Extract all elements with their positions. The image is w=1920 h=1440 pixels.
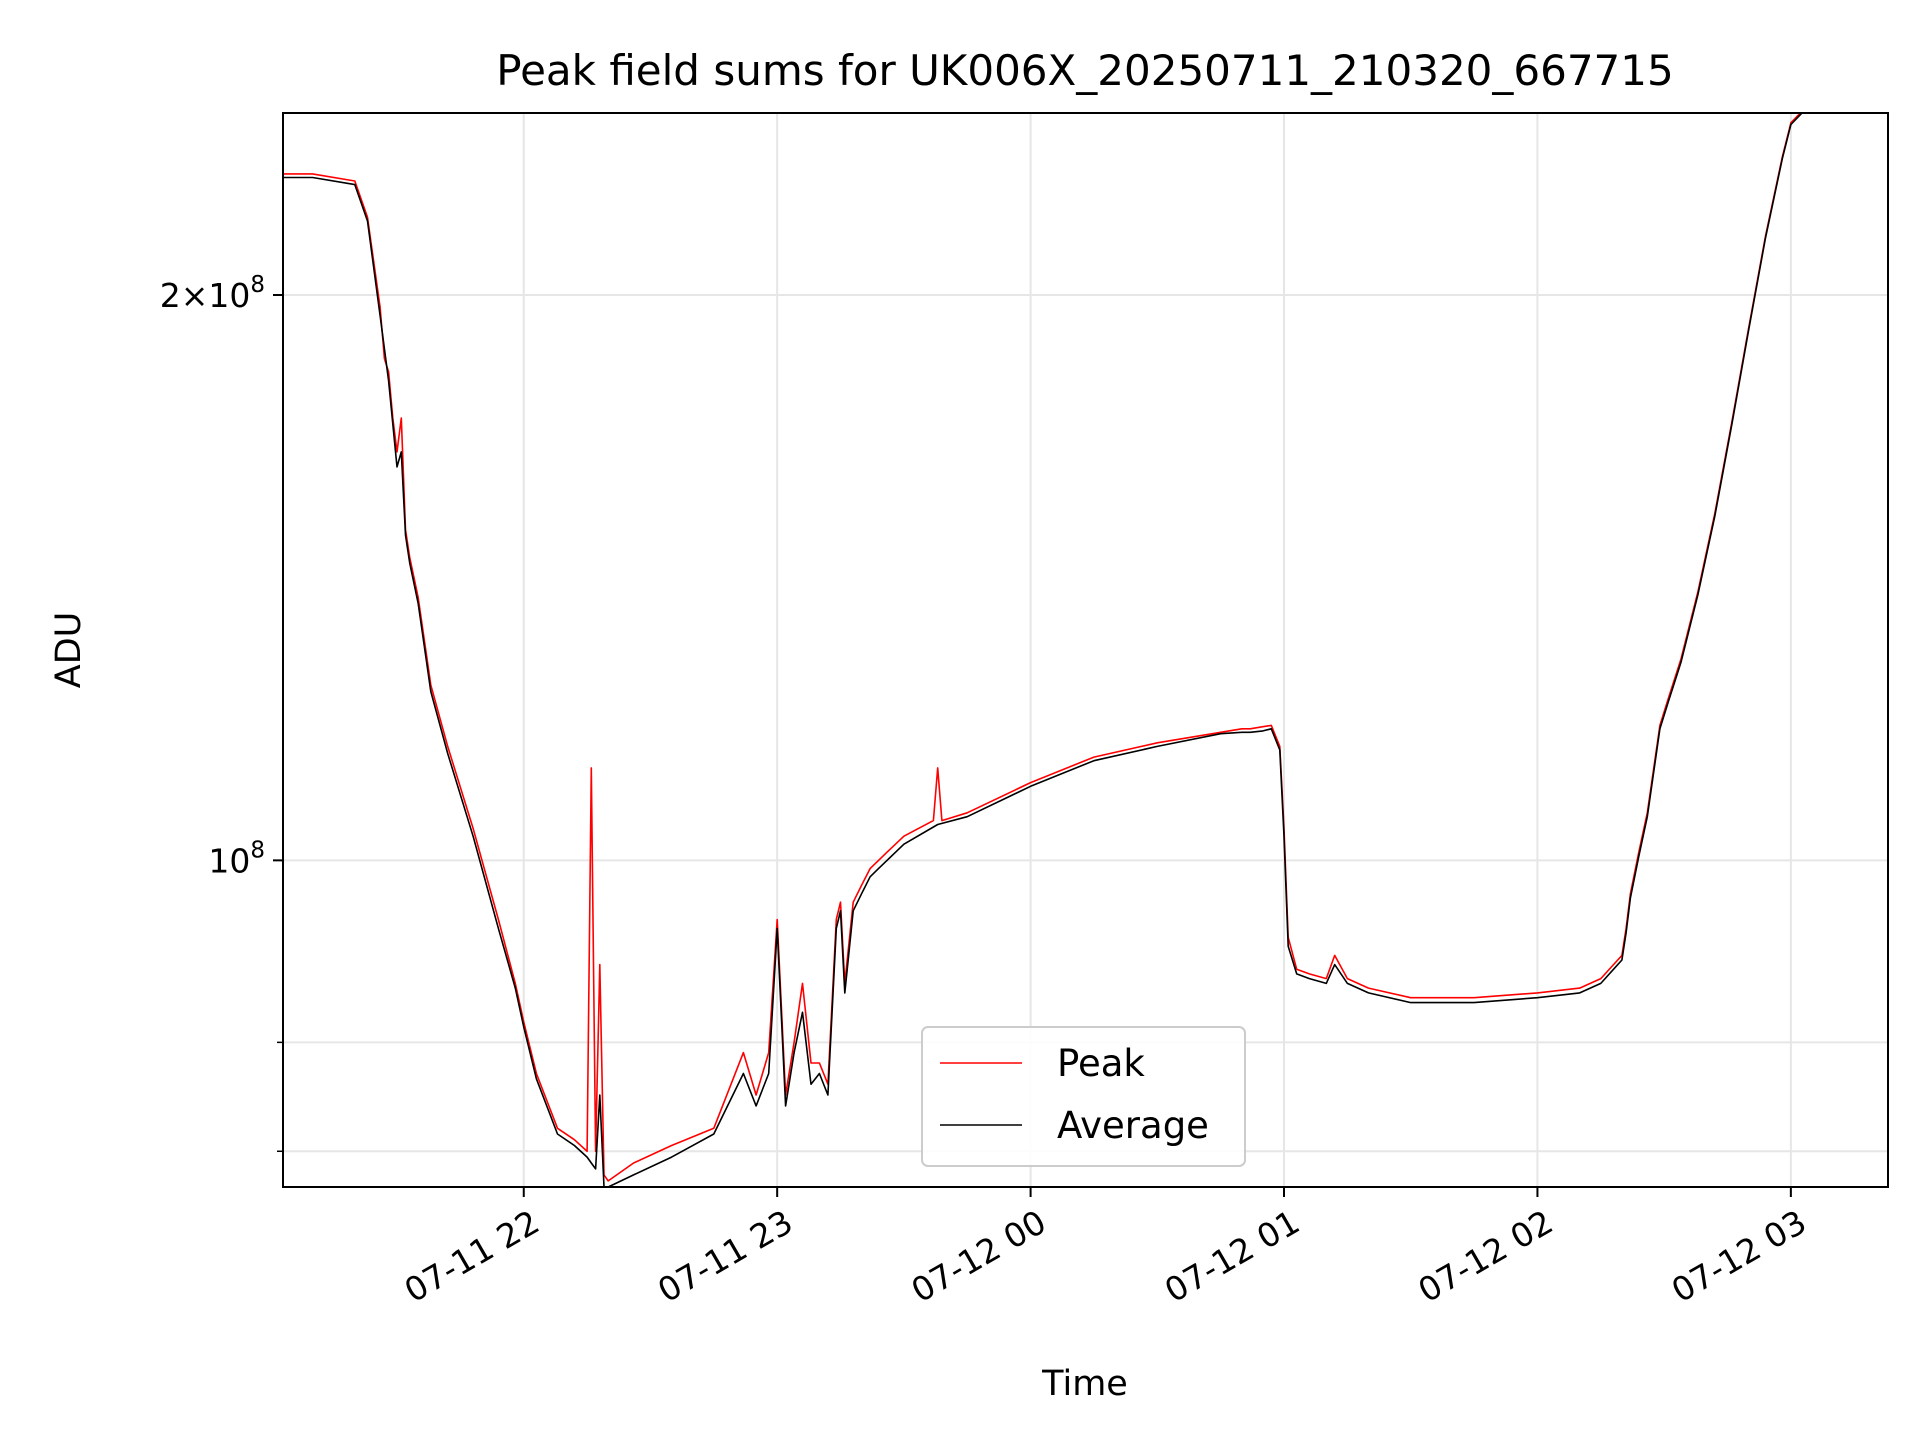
legend-box	[921, 1026, 1246, 1167]
series-line-average	[283, 113, 1804, 1187]
legend: Peak Average	[921, 1026, 1246, 1167]
x-tick-label: 07-12 00	[905, 1202, 1053, 1310]
x-tick-label: 07-11 23	[651, 1202, 799, 1310]
y-tick-base: 2×10	[160, 276, 251, 315]
x-tick-label: 07-12 01	[1158, 1202, 1306, 1310]
x-tick-label: 07-11 22	[398, 1202, 546, 1310]
y-tick-exponent: 8	[250, 837, 265, 863]
y-axis-label: ADU	[49, 612, 89, 689]
y-tick-label: 108	[208, 837, 265, 880]
plot-frame	[282, 112, 1889, 1188]
x-tick-label: 07-12 02	[1411, 1202, 1559, 1310]
legend-label-average: Average	[1057, 1104, 1209, 1147]
legend-label-peak: Peak	[1057, 1042, 1145, 1085]
chart-title: Peak field sums for UK006X_20250711_2103…	[496, 46, 1673, 95]
series-line-peak	[283, 113, 1802, 1182]
y-tick-exponent: 8	[250, 272, 265, 298]
y-tick-base: 10	[208, 841, 250, 880]
y-tick-label: 2×108	[160, 272, 265, 315]
x-axis: 07-11 22 07-11 23 07-12 00 07-12 01 07-12 02…	[398, 1187, 1813, 1310]
x-tick-label: 07-12 03	[1665, 1202, 1813, 1310]
x-axis-label: Time	[1041, 1364, 1128, 1404]
series-layer	[283, 113, 1804, 1187]
